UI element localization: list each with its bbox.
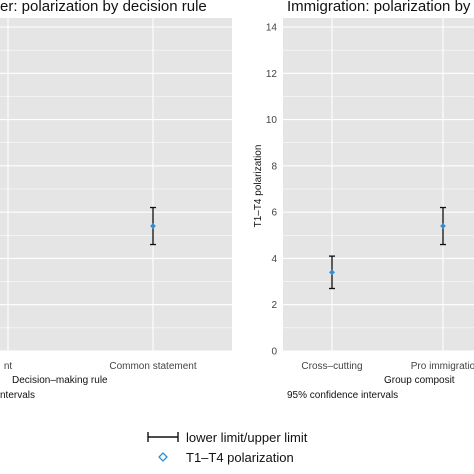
legend-errorbar-swatch — [147, 432, 179, 442]
right-panel-x-ticks: Cross–cutting Pro immigratio — [301, 361, 474, 372]
y-tick-label: 8 — [271, 161, 277, 172]
data-point — [150, 223, 156, 229]
legend-point-label: T1–T4 polarization — [186, 450, 294, 465]
y-tick-label: 4 — [271, 254, 277, 265]
x-tick-label: nt — [4, 361, 13, 372]
y-tick-label: 6 — [271, 208, 277, 219]
right-panel-background — [283, 18, 474, 351]
data-point — [329, 269, 335, 276]
y-tick-label: 12 — [266, 69, 278, 80]
left-panel-x-axis-label: Decision–making rule — [12, 375, 108, 386]
data-point — [440, 223, 446, 229]
x-tick-label: Common statement — [109, 361, 196, 372]
right-panel-y-ticks: 0 2 4 6 8 10 12 14 — [266, 23, 278, 358]
x-tick-label: Cross–cutting — [301, 361, 362, 372]
legend: lower limit/upper limit T1–T4 polarizati… — [147, 430, 308, 465]
right-panel-caption: 95% confidence intervals — [287, 390, 398, 401]
left-panel: nt Common statement er: polarization by d… — [0, 0, 232, 401]
y-tick-label: 0 — [271, 347, 277, 358]
left-panel-marks — [150, 206, 156, 246]
left-panel-x-ticks: nt Common statement — [4, 361, 197, 372]
x-tick-label: Pro immigratio — [411, 361, 474, 372]
y-tick-label: 10 — [266, 115, 278, 126]
left-panel-title: er: polarization by decision rule — [0, 0, 207, 15]
right-panel-x-axis-label: Group composit — [384, 375, 455, 386]
left-panel-background — [0, 18, 232, 351]
right-panel-title: Immigration: polarization by — [287, 0, 471, 15]
right-panel-y-axis-label: T1–T4 polarization — [253, 145, 264, 228]
y-tick-label: 2 — [271, 300, 277, 311]
legend-point-swatch — [158, 452, 168, 462]
legend-errorbar-label: lower limit/upper limit — [186, 430, 308, 445]
y-tick-label: 14 — [266, 23, 278, 34]
left-panel-caption: ntervals — [0, 390, 35, 401]
right-panel-gridlines — [283, 18, 474, 352]
right-panel-marks — [329, 206, 446, 290]
left-panel-gridlines — [0, 18, 232, 352]
